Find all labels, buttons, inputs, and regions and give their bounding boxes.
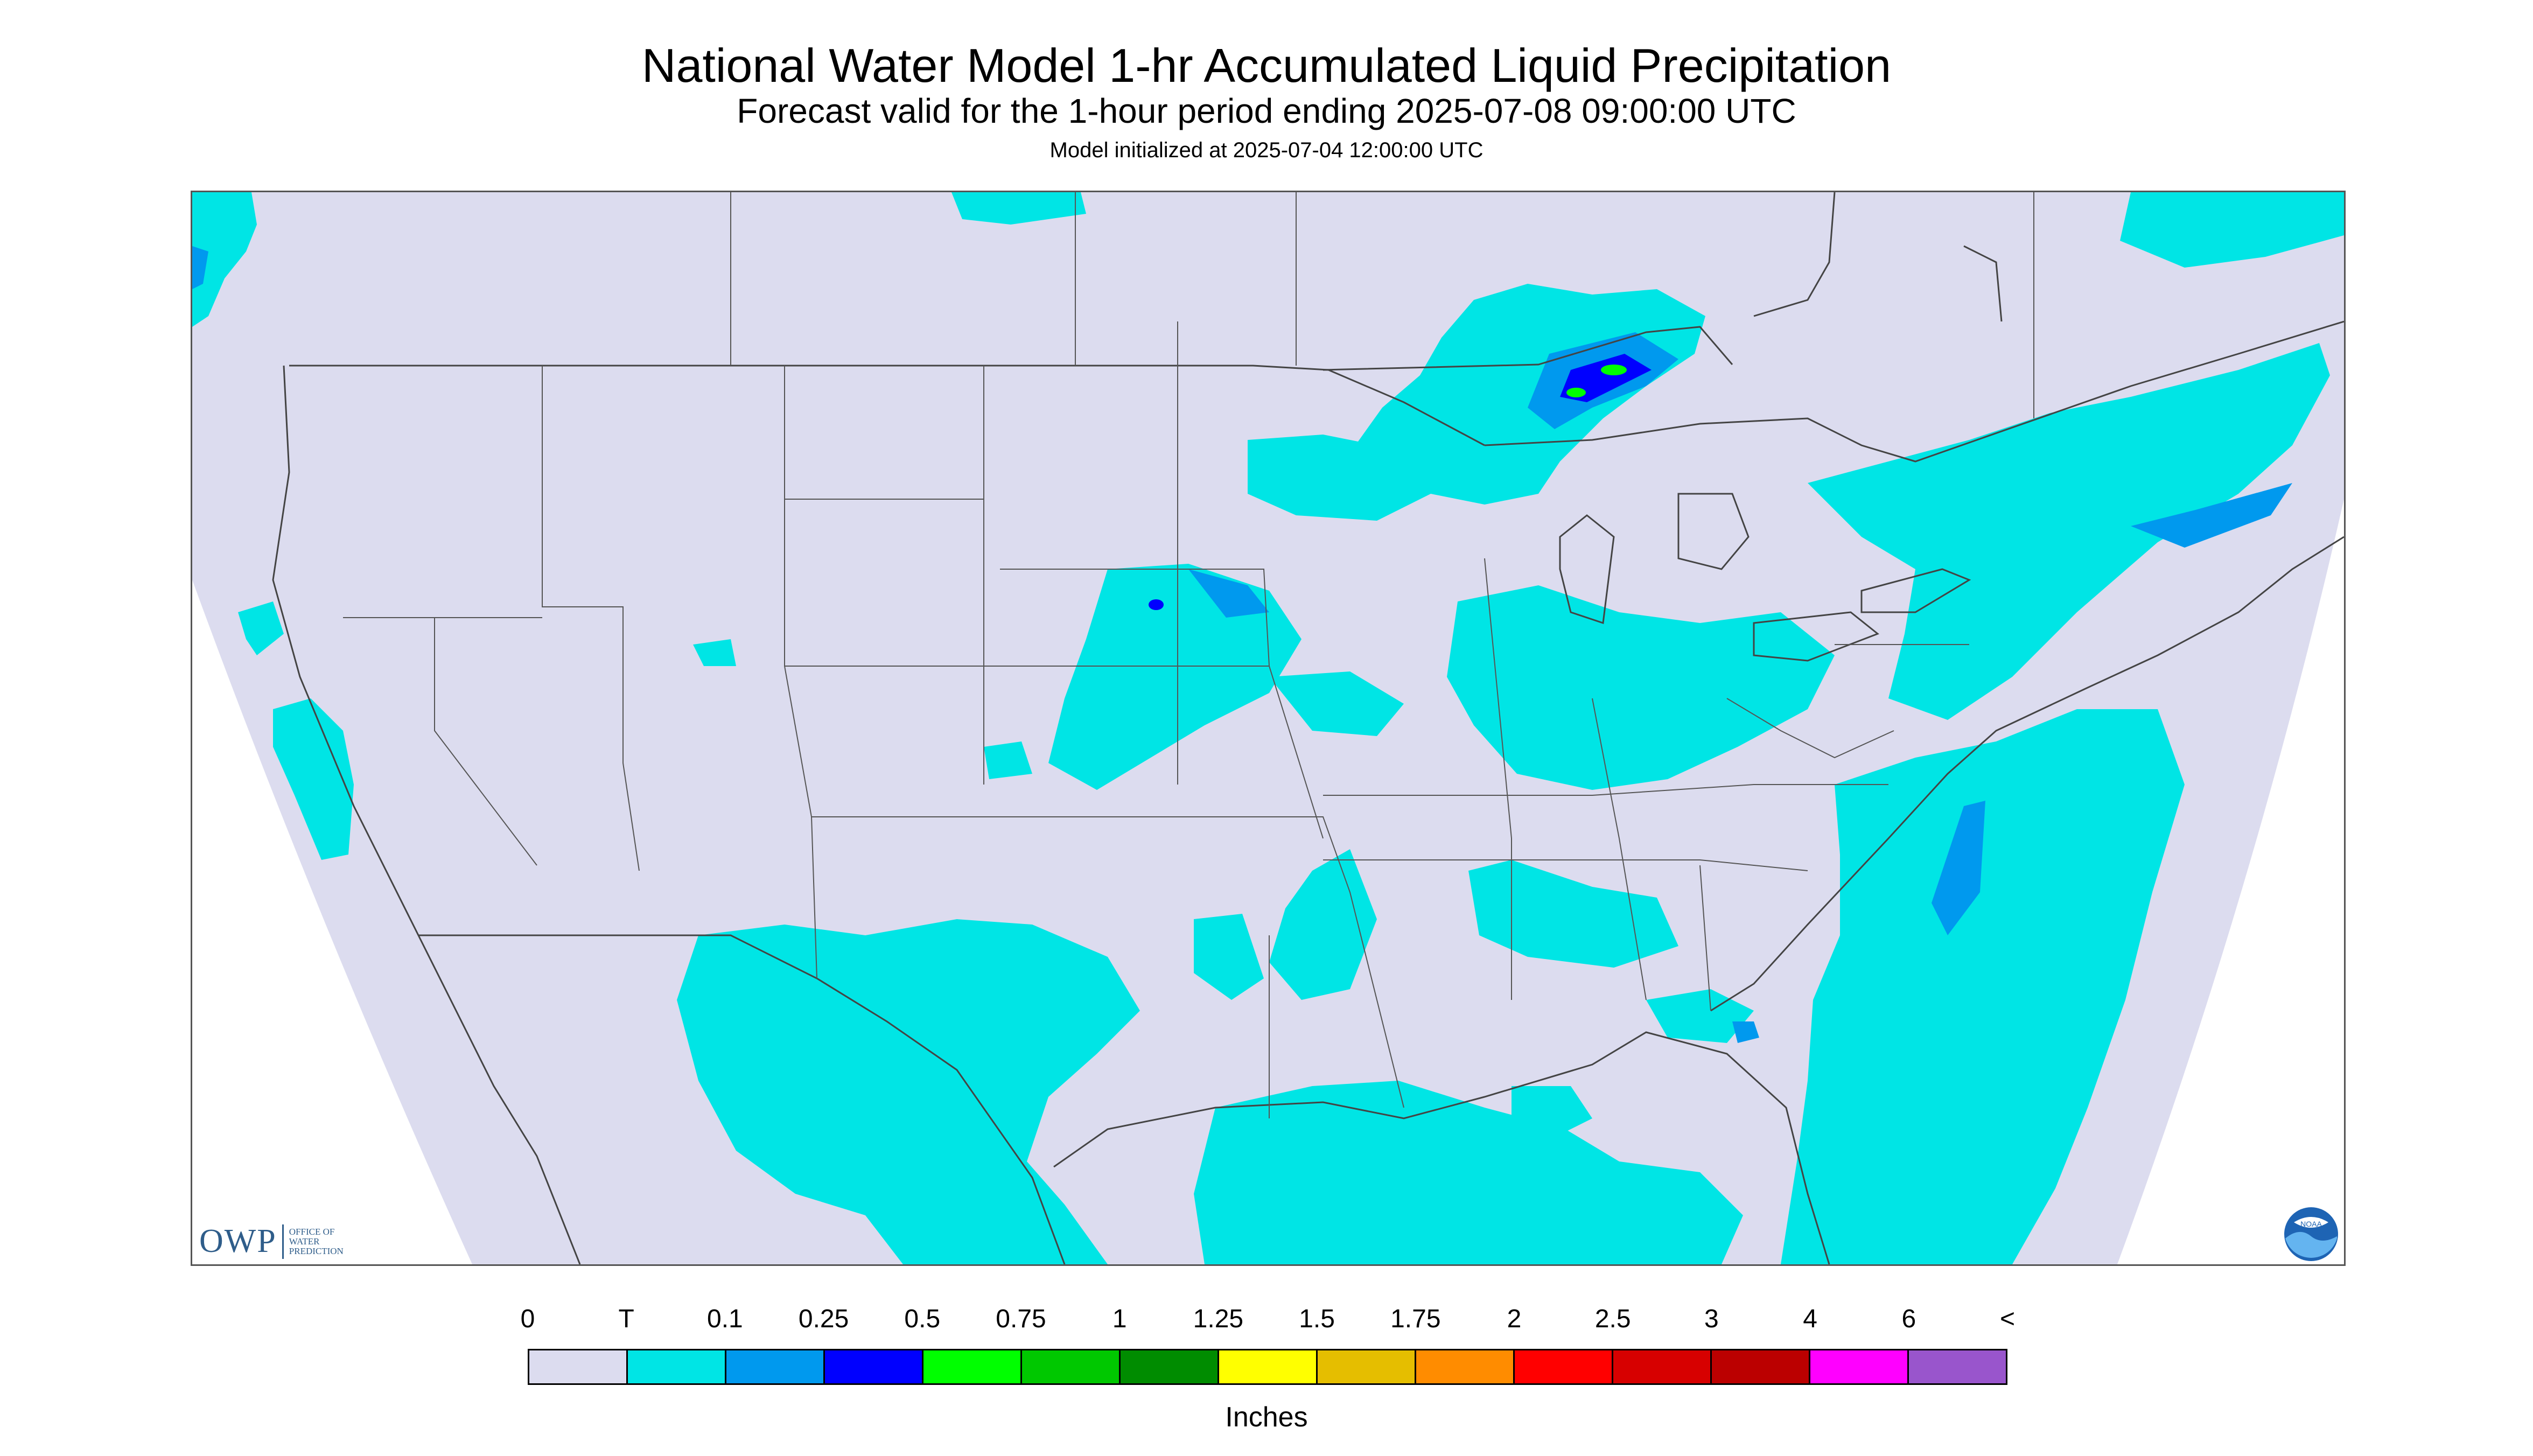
noaa-logo-icon: NOAA [2283, 1206, 2339, 1265]
legend-label: 0.1 [707, 1305, 743, 1333]
owp-logo-text: OFFICE OF WATER PREDICTION [289, 1227, 344, 1256]
owp-logo-line-3: PREDICTION [289, 1245, 344, 1256]
legend-labels: 0 T 0.1 0.25 0.5 0.75 1 1.25 1.5 1.75 2 2.5 3 4 6 < [0, 1303, 2533, 1341]
legend-swatch [528, 1349, 628, 1385]
legend-label: 1.25 [1193, 1305, 1244, 1333]
legend-swatch [823, 1349, 923, 1385]
legend-label: 3 [1704, 1305, 1719, 1333]
legend-label: 0.75 [996, 1305, 1046, 1333]
legend-label: 1 [1112, 1305, 1127, 1333]
owp-logo-line-1: OFFICE OF [289, 1226, 335, 1237]
legend-swatch [922, 1349, 1022, 1385]
owp-logo-separator [282, 1224, 284, 1259]
owp-logo-mark: OWP [199, 1223, 277, 1259]
legend-units: Inches [1225, 1402, 1308, 1433]
map-subtitle: Forecast valid for the 1-hour period end… [737, 92, 1796, 130]
legend-label: 4 [1803, 1305, 1817, 1333]
legend-swatch [1513, 1349, 1613, 1385]
owp-logo-line-2: WATER [289, 1236, 320, 1247]
legend-label: T [618, 1305, 634, 1333]
map-title: National Water Model 1-hr Accumulated Li… [641, 39, 1892, 92]
legend-label: 6 [1901, 1305, 1916, 1333]
legend-label: 0 [520, 1305, 535, 1333]
legend-swatch [1316, 1349, 1416, 1385]
trace-precip-areas [192, 192, 2344, 1264]
legend-label: 0.25 [798, 1305, 849, 1333]
legend-label: 1.5 [1299, 1305, 1335, 1333]
legend-swatch [1217, 1349, 1318, 1385]
heavy-precip-areas [1566, 365, 1627, 397]
legend-label: < [1999, 1305, 2016, 1333]
owp-logo: OWP OFFICE OF WATER PREDICTION [199, 1222, 344, 1261]
legend-swatch [626, 1349, 726, 1385]
legend-swatch [725, 1349, 825, 1385]
state-lines [343, 192, 2034, 1118]
legend-swatch [1612, 1349, 1712, 1385]
legend-swatch [1907, 1349, 2007, 1385]
legend-color-bar [528, 1349, 2007, 1385]
noaa-logo-text: NOAA [2300, 1220, 2322, 1228]
legend-label: 1.75 [1390, 1305, 1441, 1333]
legend-label: 2.5 [1594, 1305, 1631, 1333]
legend-swatch [1710, 1349, 1810, 1385]
model-init-time: Model initialized at 2025-07-04 12:00:00… [1049, 138, 1484, 162]
legend-swatch [1020, 1349, 1121, 1385]
legend-swatch [1809, 1349, 1909, 1385]
legend-swatch [1119, 1349, 1219, 1385]
legend-label: 0.5 [904, 1305, 941, 1333]
legend-swatch [1415, 1349, 1515, 1385]
boundaries [272, 192, 2344, 1264]
precipitation-map [191, 191, 2346, 1266]
legend-label: 2 [1507, 1305, 1522, 1333]
